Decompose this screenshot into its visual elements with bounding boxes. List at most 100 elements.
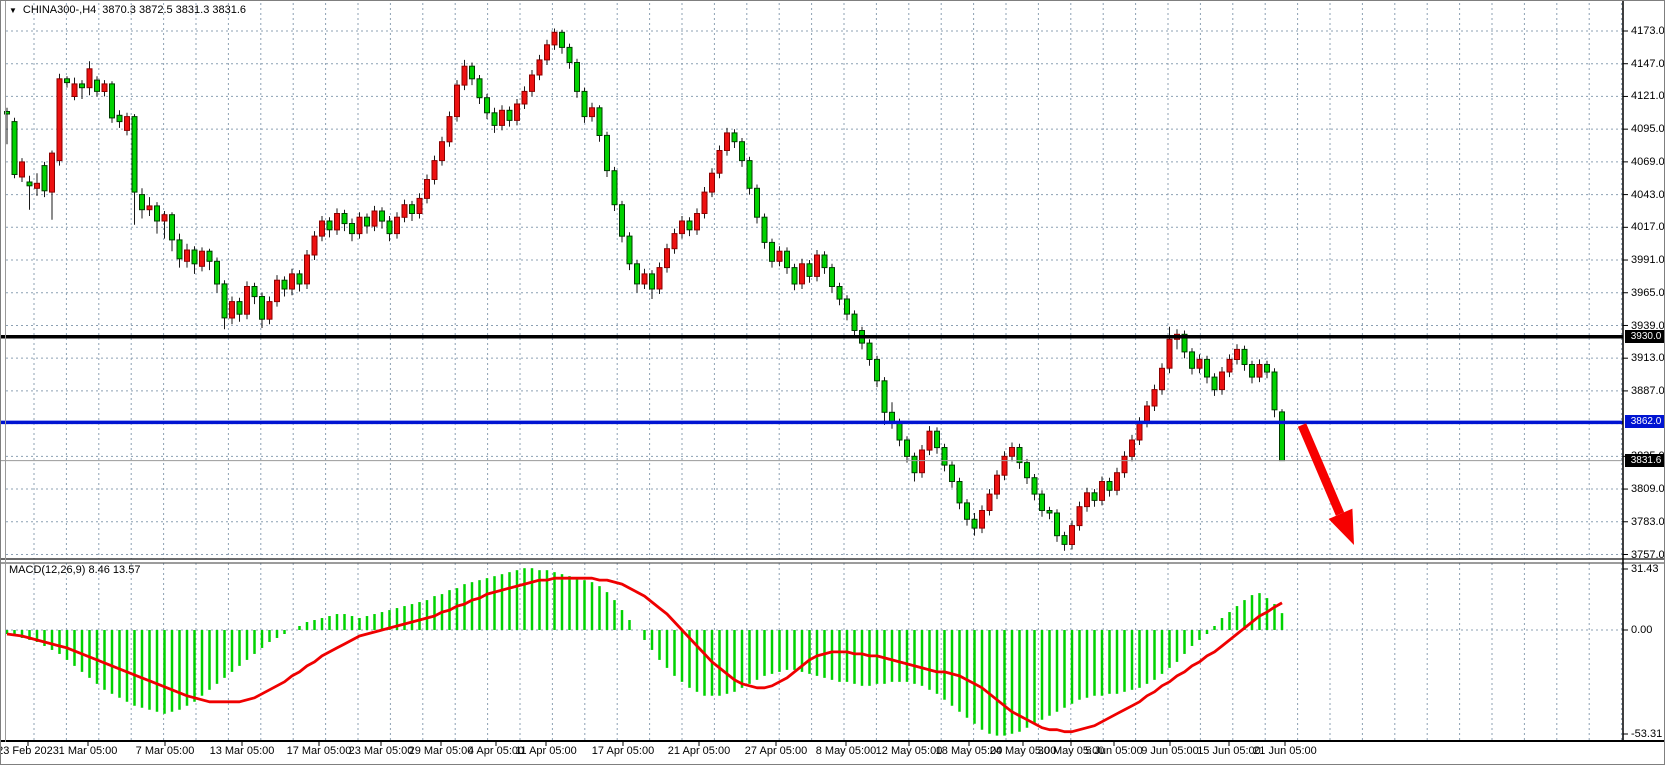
candle-body	[641, 273, 648, 285]
candle-body	[634, 263, 640, 285]
candle-body	[589, 107, 595, 118]
time-axis-label: 13 Mar 05:00	[209, 745, 275, 757]
time-axis-label: 23 Feb 2023	[0, 745, 59, 757]
candle-body	[1091, 492, 1098, 501]
candle-body	[304, 254, 310, 285]
macd-axis-label: -53.31	[1631, 728, 1663, 740]
candle-body	[911, 455, 918, 474]
time-axis-label: 12 May 05:00	[875, 745, 943, 757]
candle-body	[116, 114, 123, 123]
candle-body	[109, 83, 115, 119]
symbol-dropdown-icon[interactable]: ▼	[9, 5, 17, 15]
price-level-badge: 3930.0	[1625, 329, 1664, 343]
candle-body	[41, 165, 48, 192]
candle-body	[491, 112, 498, 126]
candle-body	[1076, 506, 1083, 527]
candle-body	[1249, 364, 1255, 378]
candle-body	[1234, 348, 1240, 360]
candle-body	[19, 161, 25, 178]
candle-body	[919, 449, 925, 474]
candle-body	[1129, 439, 1135, 457]
candle-body	[1061, 535, 1068, 545]
down-arrow-annotation[interactable]	[1297, 423, 1354, 545]
candle-body	[904, 439, 910, 457]
price-axis-label: 3913.0	[1631, 352, 1665, 365]
candle-body	[379, 210, 385, 222]
candle-body	[334, 213, 340, 231]
candle-body	[754, 187, 760, 218]
candle-body	[881, 380, 888, 413]
candle-body	[289, 273, 295, 290]
candle-body	[34, 182, 40, 189]
candle-body	[844, 298, 850, 315]
candle-body	[1024, 462, 1030, 479]
candle-body	[716, 150, 723, 174]
candle-body	[551, 31, 558, 46]
candle-body	[1159, 367, 1165, 391]
candle-body	[896, 421, 903, 441]
candle-body	[1009, 447, 1015, 457]
candle-body	[1256, 364, 1263, 378]
symbol-period-label: CHINA300-,H4	[22, 4, 97, 16]
candle-body	[311, 235, 318, 256]
candle-body	[424, 179, 430, 199]
candle-body	[446, 116, 453, 143]
candle-body	[731, 132, 738, 143]
candle-body	[1114, 472, 1120, 491]
candle-body	[386, 220, 393, 235]
candle-body	[799, 263, 805, 285]
candle-body	[664, 248, 670, 269]
candle-body	[1099, 481, 1105, 501]
candle-body	[259, 296, 265, 320]
candle-body	[866, 342, 873, 361]
candle-body	[26, 181, 33, 187]
candle-body	[604, 134, 610, 172]
candle-body	[559, 31, 565, 48]
candle-body	[514, 103, 520, 121]
candle-body	[611, 170, 618, 206]
candle-body	[101, 83, 108, 93]
candle-body	[266, 301, 273, 320]
candle-body	[1181, 333, 1188, 353]
candle-body	[806, 263, 813, 277]
candle-body	[746, 160, 753, 189]
time-axis-label: 5 Jun 05:00	[1085, 745, 1143, 757]
candle-body	[829, 267, 835, 288]
candle-body	[1106, 481, 1113, 491]
candle-body	[341, 213, 348, 225]
candle-body	[79, 83, 85, 89]
candle-body	[1279, 411, 1285, 462]
candle-body	[221, 283, 228, 319]
candle-body	[161, 214, 168, 222]
price-axis-label: 4017.0	[1631, 221, 1665, 234]
candle-body	[364, 216, 370, 227]
price-axis-label: 4147.0	[1631, 57, 1665, 70]
candle-body	[1189, 351, 1195, 369]
time-axis-label: 27 Apr 05:00	[744, 745, 808, 757]
macd-axis-label: 31.43	[1631, 563, 1659, 575]
candle-body	[1166, 338, 1173, 369]
candle-body	[476, 78, 483, 99]
candle-body	[851, 313, 858, 332]
price-level-badge: 3862.0	[1625, 415, 1664, 429]
candle-body	[94, 79, 100, 92]
macd-axis-label: 0.00	[1631, 624, 1653, 636]
candle-body	[814, 254, 820, 277]
candle-body	[206, 250, 213, 262]
candle-body	[1069, 525, 1075, 545]
time-axis-label: 21 Jun 05:00	[1253, 745, 1317, 757]
time-axis-label: 4 Apr 05:00	[467, 745, 525, 757]
candle-body	[356, 216, 363, 235]
candle-body	[1136, 421, 1143, 441]
candle-body	[349, 223, 355, 235]
candle-body	[169, 214, 175, 241]
candle-body	[49, 152, 55, 193]
candle-body	[506, 109, 513, 121]
candle-body	[956, 481, 963, 504]
price-axis-label: 3783.0	[1631, 515, 1665, 528]
candle-body	[1151, 389, 1158, 407]
candle-body	[1271, 371, 1278, 411]
candle-body	[536, 59, 543, 76]
candle-body	[131, 116, 138, 193]
